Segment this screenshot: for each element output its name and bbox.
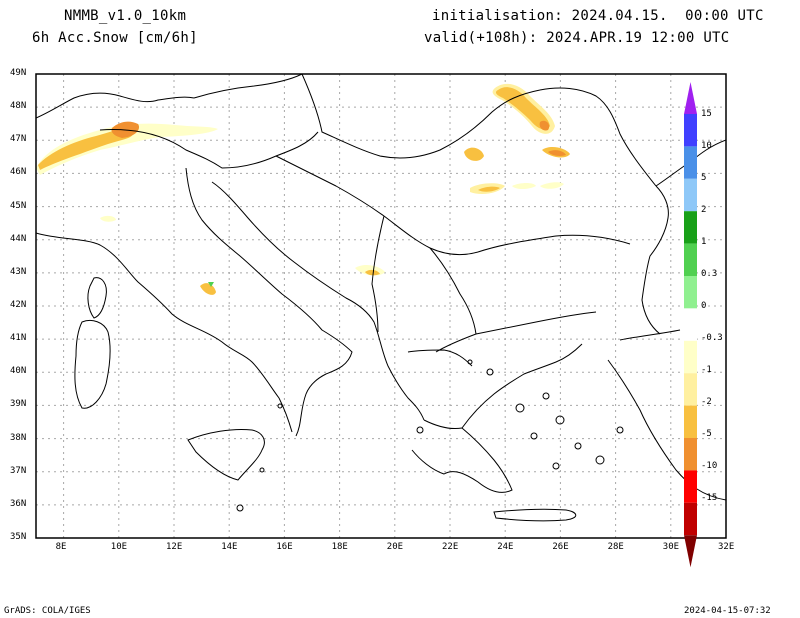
colorbar-label: -10 (701, 461, 718, 471)
lat-label: 37N (10, 465, 27, 476)
colorbar-label: 0.3 (701, 269, 718, 279)
footer-left: GrADS: COLA/IGES (4, 606, 91, 616)
colorbar-label: -1 (701, 365, 712, 375)
colorbar-label: 15 (701, 109, 712, 119)
lon-label: 24E (497, 542, 514, 552)
gridlines (36, 74, 726, 538)
colorbar-label: -0.3 (701, 333, 723, 343)
colorbar-segment (684, 438, 697, 471)
lat-label: 49N (10, 68, 27, 78)
coastlines-borders (36, 74, 726, 522)
lon-label: 10E (110, 542, 128, 552)
colorbar-bottom-arrow (684, 535, 697, 568)
lon-label: 18E (331, 542, 348, 552)
lon-label: 28E (607, 542, 624, 552)
init-time: initialisation: 2024.04.15. 00:00 UTC (432, 8, 764, 24)
lat-label: 35N (10, 532, 27, 542)
footer-right: 2024-04-15-07:32 (684, 606, 771, 616)
lat-label: 41N (10, 333, 27, 344)
lat-label: 42N (10, 300, 27, 310)
lat-label: 38N (10, 432, 27, 443)
colorbar-label: -15 (701, 493, 718, 503)
colorbar-segment (684, 276, 697, 309)
lon-label: 22E (442, 542, 459, 552)
colorbar-segment (684, 178, 697, 212)
lat-label: 48N (10, 101, 27, 112)
lat-label: 40N (10, 366, 27, 377)
colorbar-segment (684, 308, 697, 341)
colorbar-segment (684, 243, 697, 276)
lon-label: 16E (276, 542, 293, 552)
lat-label: 36N (10, 498, 27, 509)
colorbar-segment (684, 502, 697, 536)
lon-label: 8E (55, 542, 67, 552)
colorbar-label: 5 (701, 173, 707, 183)
colorbar-label: -5 (701, 429, 712, 439)
colorbar-segment (684, 114, 697, 147)
valid-time: valid(+108h): 2024.APR.19 12:00 UTC (424, 30, 730, 46)
lat-label: 46N (10, 167, 27, 178)
colorbar-top-arrow (684, 82, 697, 114)
model-title: NMMB_v1.0_10km (64, 8, 187, 24)
colorbar-segment (684, 211, 697, 244)
lon-label: 32E (718, 542, 735, 552)
lat-label: 44N (10, 233, 27, 244)
colorbar-segment (684, 470, 697, 503)
lon-label: 20E (386, 542, 404, 552)
field-title: 6h Acc.Snow [cm/6h] (32, 30, 198, 46)
map-frame (35, 73, 727, 539)
aegean-islands (236, 359, 624, 512)
lon-label: 30E (662, 542, 680, 552)
snow-minor (100, 215, 385, 295)
colorbar (684, 82, 697, 568)
colorbar-segment (684, 146, 697, 179)
lon-label: 26E (552, 542, 569, 552)
colorbar-segment (684, 405, 697, 438)
colorbar-segment (684, 340, 697, 374)
colorbar-label: 1 (701, 237, 707, 247)
lat-label: 39N (10, 399, 27, 410)
colorbar-label: 2 (701, 205, 707, 215)
lat-label: 47N (10, 134, 27, 145)
colorbar-label: -2 (701, 397, 712, 407)
snow-carpathians (464, 83, 570, 194)
lat-label: 45N (10, 200, 27, 211)
colorbar-label: 0 (701, 301, 707, 311)
colorbar-label: 10 (701, 141, 712, 151)
lon-label: 12E (166, 542, 183, 552)
colorbar-segment (684, 373, 697, 406)
lon-label: 14E (221, 542, 238, 552)
lat-label: 43N (10, 266, 27, 277)
